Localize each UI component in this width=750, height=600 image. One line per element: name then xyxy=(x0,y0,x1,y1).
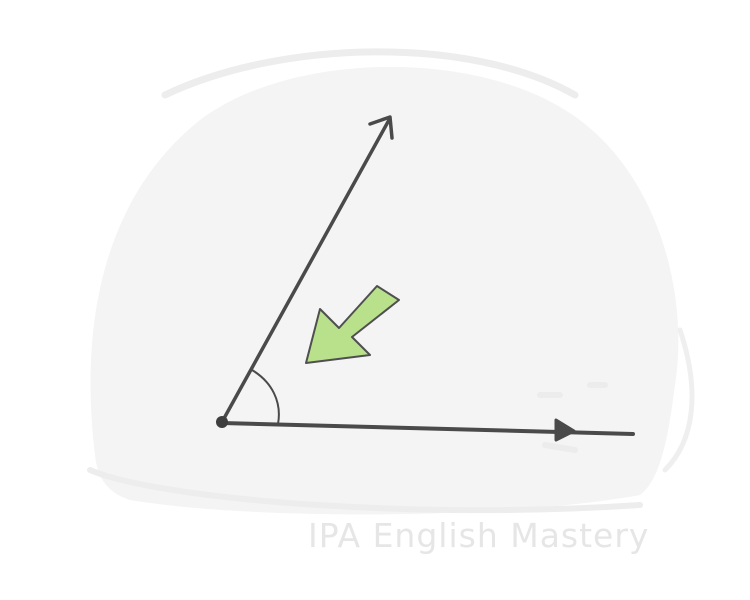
watermark-text: IPA English Mastery xyxy=(308,516,650,555)
horizontal-ray-arrowhead xyxy=(554,418,576,442)
angle-arc-icon xyxy=(251,369,280,425)
inclined-ray xyxy=(220,118,391,424)
vertex-dot-icon xyxy=(216,416,228,428)
blob-sketch-line xyxy=(87,467,643,514)
pointer-arrow-icon xyxy=(305,285,400,364)
inclined-ray-arrowhead xyxy=(368,115,394,140)
sketch-smudge xyxy=(537,382,608,453)
blob-sketch-line xyxy=(161,48,579,99)
blob-sketch-line xyxy=(662,327,695,473)
